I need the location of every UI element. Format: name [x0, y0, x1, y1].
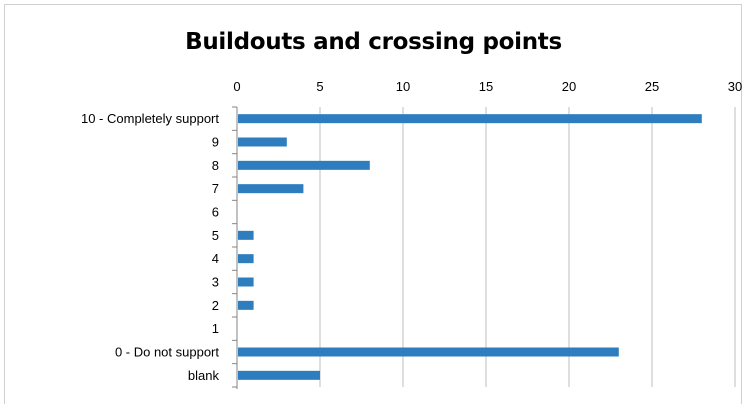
category-label-2: 8: [212, 158, 219, 173]
bar-layer: [238, 114, 702, 380]
x-tick-label-15: 15: [479, 79, 493, 94]
category-label-9: 1: [212, 321, 219, 336]
x-tick-label-20: 20: [562, 79, 576, 94]
category-label-1: 9: [212, 135, 219, 150]
category-label-6: 4: [212, 251, 219, 266]
bar-5: [238, 230, 254, 240]
bar-1: [238, 137, 287, 147]
category-label-11: blank: [188, 368, 220, 383]
label-layer: 0 5 10 15 20 25 30 10 - Completely support 9 8 7 6 5…: [81, 79, 742, 383]
bar-2: [238, 160, 370, 170]
x-tick-label-25: 25: [645, 79, 659, 94]
x-tick-label-10: 10: [396, 79, 410, 94]
category-label-0: 10 - Completely support: [81, 111, 219, 126]
bar-8: [238, 300, 254, 310]
x-tick-label-0: 0: [233, 79, 240, 94]
bar-6: [238, 254, 254, 264]
bar-11: [238, 370, 320, 380]
category-label-4: 6: [212, 205, 219, 220]
category-label-5: 5: [212, 228, 219, 243]
bar-10: [238, 347, 619, 357]
axis-layer: [232, 106, 238, 389]
bar-3: [238, 184, 304, 194]
x-tick-label-30: 30: [728, 79, 742, 94]
category-label-8: 2: [212, 298, 219, 313]
bar-7: [238, 277, 254, 287]
grid-layer: [319, 107, 736, 387]
category-label-10: 0 - Do not support: [115, 345, 219, 360]
bar-0: [238, 114, 702, 124]
x-tick-label-5: 5: [316, 79, 323, 94]
chart-frame: [4, 4, 742, 404]
category-label-7: 3: [212, 275, 219, 290]
category-label-3: 7: [212, 181, 219, 196]
chart-title: Buildouts and crossing points: [185, 29, 562, 55]
